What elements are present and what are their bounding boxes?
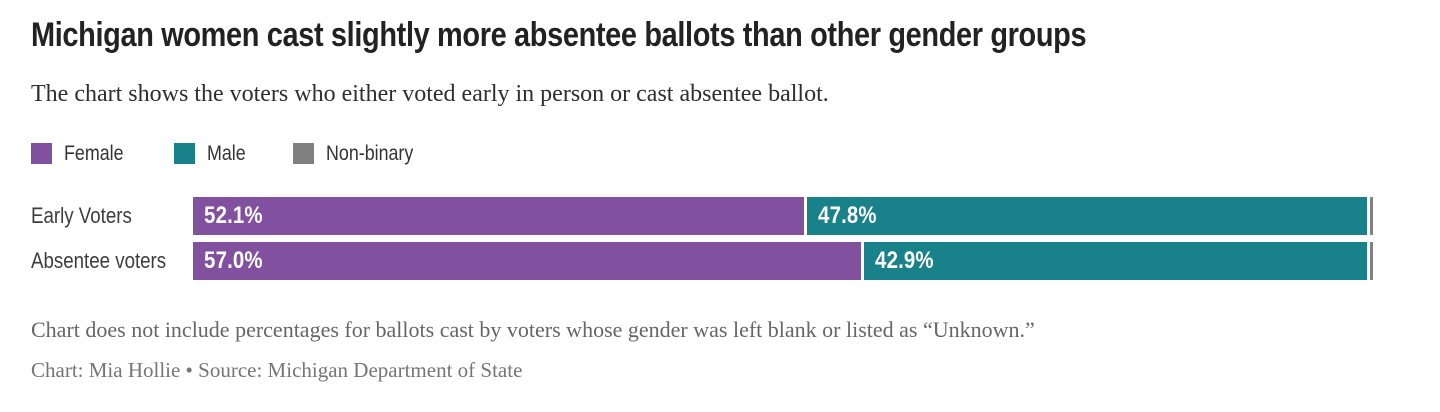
bar-segment-male: 47.8% <box>806 196 1367 235</box>
bar-track: 57.0% 42.9% <box>193 241 1373 280</box>
bar-row-absentee-voters: Absentee voters 57.0% 42.9% <box>31 241 1373 280</box>
row-label-text: Early Voters <box>31 202 132 228</box>
bar-value-label: 42.9% <box>875 246 934 274</box>
legend-item-male: Male <box>174 142 253 166</box>
legend-label: Non-binary <box>325 141 413 165</box>
chart-credit: Chart: Mia Hollie • Source: Michigan Dep… <box>31 358 523 383</box>
legend-item-non-binary: Non-binary <box>292 141 429 166</box>
row-label: Absentee voters <box>31 242 193 280</box>
chart-card: Michigan women cast slightly more absent… <box>31 16 1373 383</box>
bar-chart: Early Voters 52.1% 47.8% Absentee voters 57.… <box>31 196 1373 280</box>
bar-track: 52.1% 47.8% <box>193 196 1373 235</box>
legend-item-female: Female <box>31 142 134 166</box>
bar-segment-female: 57.0% <box>193 241 862 280</box>
legend-label: Male <box>207 141 246 165</box>
bar-value-label: 47.8% <box>817 201 877 229</box>
page-title-text: Michigan women cast slightly more absent… <box>31 16 1087 54</box>
legend-label: Female <box>64 141 124 165</box>
row-label-text: Absentee voters <box>31 247 167 273</box>
chart-footnote: Chart does not include percentages for b… <box>31 316 1035 342</box>
bar-value-label: 57.0% <box>204 246 263 274</box>
legend-swatch-female <box>31 143 52 165</box>
bar-segment-non-binary <box>1370 196 1373 235</box>
chart-legend: Female Male Non-binary <box>31 142 1373 166</box>
legend-swatch-male <box>174 143 196 165</box>
legend-swatch-non-binary <box>292 143 314 165</box>
chart-subtitle: The chart shows the voters who either vo… <box>31 81 829 108</box>
bar-row-early-voters: Early Voters 52.1% 47.8% <box>31 196 1373 235</box>
bar-segment-female: 52.1% <box>193 196 804 235</box>
bar-value-label: 52.1% <box>204 201 263 229</box>
page-title: Michigan women cast slightly more absent… <box>31 16 1373 55</box>
row-label: Early Voters <box>31 197 193 235</box>
bar-segment-male: 42.9% <box>864 241 1367 280</box>
bar-segment-non-binary <box>1370 241 1373 280</box>
